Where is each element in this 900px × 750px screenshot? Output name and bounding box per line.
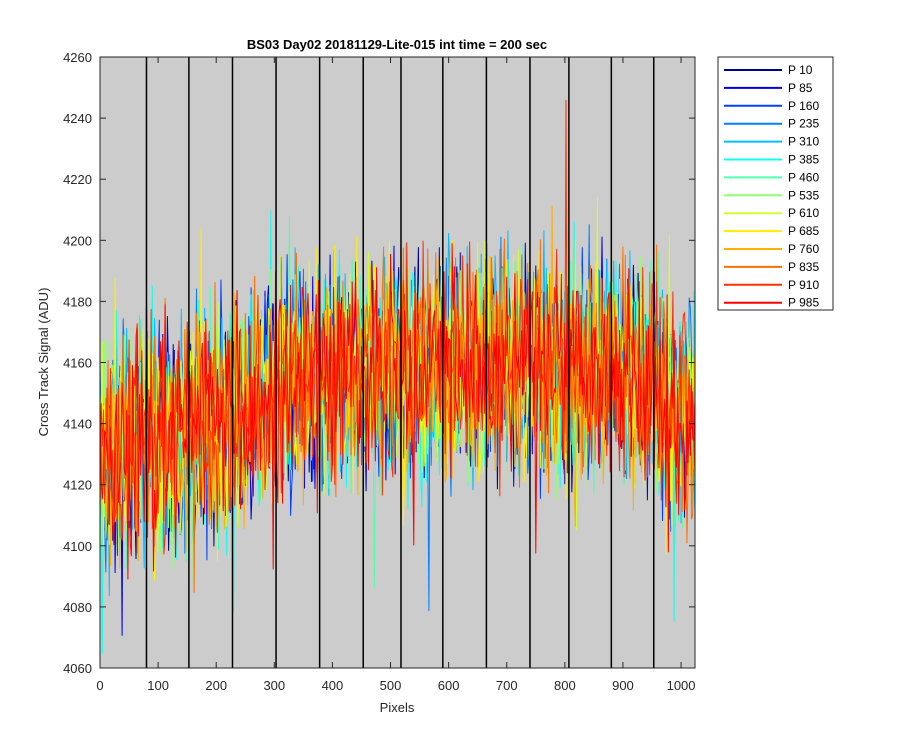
series-line-p985 [99,243,696,580]
y-tick-label: 4060 [63,661,92,676]
y-tick-label: 4080 [63,600,92,615]
axis-ticks: 0 100 200 300 400 500 600 700 800 900 1000 4060 4080… [63,50,695,693]
legend: P 10 P 85 P 160 P 235 P 310 P 385 P 460 P 535 P … [717,56,834,311]
legend-label: P 160 [788,99,819,113]
x-tick-label: 900 [612,678,634,693]
y-tick-label: 4200 [63,233,92,248]
x-tick-label: 400 [322,678,344,693]
x-tick-label: 800 [554,678,576,693]
x-tick-label: 700 [496,678,518,693]
legend-label: P 310 [788,135,819,149]
legend-label: P 10 [788,63,813,77]
y-tick-label: 4120 [63,478,92,493]
y-tick-label: 4140 [63,417,92,432]
y-tick-label: 4160 [63,356,92,371]
legend-label: P 685 [788,224,819,238]
y-tick-label: 4100 [63,539,92,554]
legend-label: P 610 [788,206,819,220]
x-tick-label: 500 [380,678,402,693]
legend-label: P 385 [788,153,819,167]
y-tick-label: 4260 [63,50,92,65]
legend-label: P 235 [788,117,819,131]
y-axis-label: Cross Track Signal (ADU) [36,288,51,437]
x-tick-label: 300 [263,678,285,693]
x-tick-label: 600 [438,678,460,693]
x-tick-label: 200 [205,678,227,693]
legend-label: P 535 [788,188,819,202]
y-tick-label: 4180 [63,294,92,309]
x-axis-label: Pixels [380,700,415,715]
legend-label: P 460 [788,170,819,184]
x-tick-label: 1000 [667,678,696,693]
legend-label: P 760 [788,242,819,256]
y-tick-label: 4240 [63,111,92,126]
legend-label: P 85 [788,81,813,95]
x-tick-label: 0 [96,678,103,693]
legend-label: P 835 [788,260,819,274]
x-tick-label: 100 [147,678,169,693]
y-tick-label: 4220 [63,172,92,187]
vertical-divider-lines [145,57,655,668]
series-layer [99,99,696,654]
legend-label: P 985 [788,296,819,310]
chart-title: BS03 Day02 20181129-Lite-015 int time = … [247,37,547,52]
legend-label: P 910 [788,278,819,292]
